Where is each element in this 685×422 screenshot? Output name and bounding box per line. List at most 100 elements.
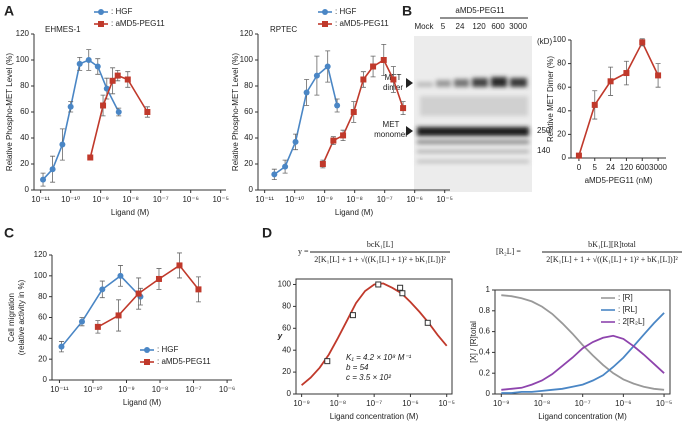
band-arrow xyxy=(406,78,413,88)
x-axis-label: Ligand (M) xyxy=(335,208,374,217)
data-point xyxy=(59,141,66,148)
lane-label: 5 xyxy=(441,22,446,31)
x-tick-label: 10⁻⁸ xyxy=(534,399,551,408)
x-tick-label: 10⁻¹⁰ xyxy=(61,195,80,204)
x-tick-label: 10⁻⁷ xyxy=(377,195,393,204)
chart-title: RPTEC xyxy=(270,25,297,34)
x-axis-label: aMD5-PEG11 (nM) xyxy=(585,176,653,185)
lane-label: 120 xyxy=(472,22,486,31)
legend-marker xyxy=(98,21,104,27)
band-label: monomer xyxy=(374,130,408,139)
y-axis-label: Relative Phospho-MET Level (%) xyxy=(5,53,14,171)
y-tick-label: 0 xyxy=(25,185,30,194)
data-point xyxy=(155,275,162,282)
data-point xyxy=(58,343,65,350)
data-point xyxy=(370,63,377,70)
legend-label: : aMD5-PEG11 xyxy=(111,19,165,28)
series-line xyxy=(501,334,665,391)
data-point xyxy=(94,323,101,330)
legend-label: : HGF xyxy=(111,7,132,16)
legend-label: : aMD5-PEG11 xyxy=(157,357,211,366)
blot-bands xyxy=(417,77,529,163)
x-tick-label: 10⁻⁷ xyxy=(575,399,591,408)
data-point xyxy=(109,77,116,84)
legend-label: : 2[R₂L] xyxy=(618,317,645,326)
lane-label: 600 xyxy=(491,22,505,31)
x-tick-label: 10⁻⁹ xyxy=(92,195,109,204)
data-point xyxy=(49,166,56,173)
y-tick-label: 60 xyxy=(20,107,29,116)
x-tick-label: 10⁻¹⁰ xyxy=(83,385,102,394)
data-point xyxy=(397,284,404,291)
lane-label: 3000 xyxy=(509,22,527,31)
x-tick-label: 10⁻⁹ xyxy=(493,399,510,408)
legend-label: : [RL] xyxy=(618,305,637,314)
x-tick-label: 120 xyxy=(620,163,634,172)
y-tick-label: 0 xyxy=(249,185,254,194)
y-tick-label: 20 xyxy=(38,354,47,363)
y-tick-label: 0.6 xyxy=(479,327,491,336)
y-tick-label: 0.8 xyxy=(479,306,491,315)
legend-label: : [R] xyxy=(618,293,633,302)
y-tick-label: 100 xyxy=(240,55,254,64)
data-point xyxy=(340,132,347,139)
legend-label: : HGF xyxy=(335,7,356,16)
y-axis-label: [X] / [R]total xyxy=(469,321,478,363)
data-point xyxy=(324,63,331,70)
x-tick-label: 10⁻⁸ xyxy=(346,195,363,204)
x-tick-label: 10⁻⁷ xyxy=(153,195,169,204)
x-axis-label: Ligand concentration (M) xyxy=(330,412,419,421)
data-point xyxy=(350,109,357,115)
x-tick-label: 10⁻⁹ xyxy=(118,385,135,394)
data-point xyxy=(67,103,74,110)
data-point xyxy=(400,105,407,112)
y-tick-label: 60 xyxy=(282,323,291,332)
x-tick-label: 10⁻⁸ xyxy=(330,399,347,408)
data-point xyxy=(282,163,289,170)
x-tick-label: 3000 xyxy=(649,163,667,172)
x-tick-label: 0 xyxy=(577,163,582,172)
y-axis-label: Relative Phospho-MET Level (%) xyxy=(231,53,240,171)
data-point xyxy=(334,102,341,109)
mw-marker: 140 xyxy=(537,146,551,155)
data-point xyxy=(117,272,124,279)
x-tick-label: 10⁻⁷ xyxy=(186,385,202,394)
series-line xyxy=(501,294,665,391)
x-tick-label: 10⁻⁵ xyxy=(212,195,228,204)
x-tick-label: 10⁻⁶ xyxy=(219,385,235,394)
band-arrow xyxy=(406,126,413,136)
data-point xyxy=(313,72,320,79)
x-axis-label: Ligand (M) xyxy=(123,398,162,407)
y-tick-label: 80 xyxy=(38,292,47,301)
legend-marker xyxy=(322,21,328,27)
legend-label: : aMD5-PEG11 xyxy=(335,19,389,28)
panel-letter: A xyxy=(4,3,14,19)
x-tick-label: 10⁻¹¹ xyxy=(50,385,69,394)
x-tick-label: 10⁻⁵ xyxy=(438,399,454,408)
series-line xyxy=(501,312,665,394)
data-point xyxy=(575,152,582,159)
x-tick-label: 10⁻⁷ xyxy=(366,399,382,408)
equation-numerator: bcK₁[L] xyxy=(367,240,394,249)
data-point xyxy=(399,290,406,297)
data-point xyxy=(375,281,382,288)
x-tick-label: 10⁻¹⁰ xyxy=(285,195,304,204)
annotation: b = 54 xyxy=(346,363,369,372)
y-tick-label: 80 xyxy=(20,81,29,90)
data-point xyxy=(85,57,92,63)
x-tick-label: 10⁻⁸ xyxy=(152,385,169,394)
x-tick-label: 10⁻¹¹ xyxy=(255,195,274,204)
data-point xyxy=(40,176,47,183)
series-line xyxy=(273,65,338,176)
data-point xyxy=(303,89,310,96)
series-line xyxy=(60,274,141,348)
data-point xyxy=(319,161,326,167)
y-tick-label: 80 xyxy=(244,81,253,90)
data-point xyxy=(324,358,331,365)
legend-marker xyxy=(144,359,150,365)
x-tick-label: 10⁻⁵ xyxy=(436,195,452,204)
x-axis-label: Ligand concentration (M) xyxy=(538,412,627,421)
data-point xyxy=(124,76,131,83)
data-point xyxy=(115,109,122,115)
data-point xyxy=(176,262,183,269)
